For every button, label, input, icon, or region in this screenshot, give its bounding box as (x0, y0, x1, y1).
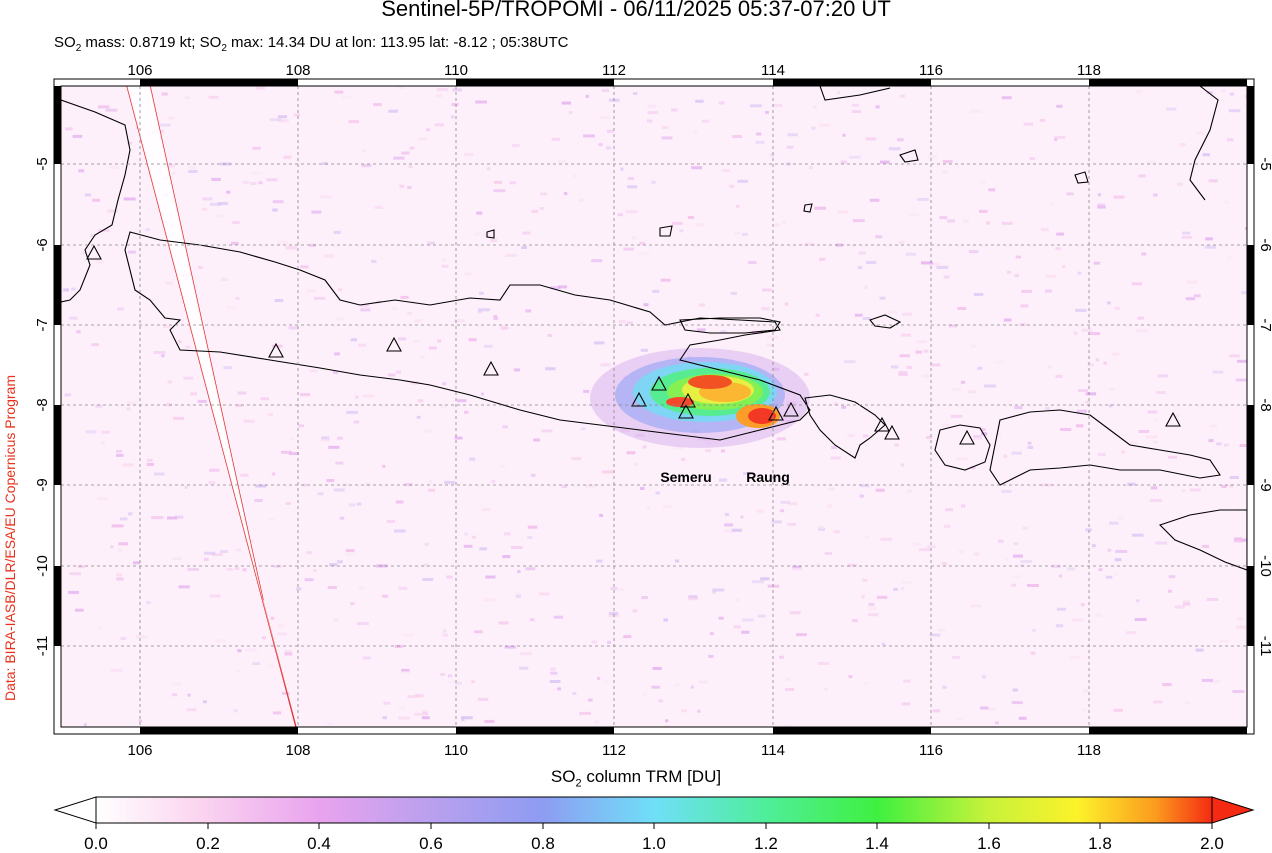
volcano-marker (768, 405, 784, 421)
volcano-marker (483, 360, 499, 376)
graticule (61, 86, 1247, 727)
lat-label: -8 (1257, 398, 1272, 411)
colorbar: 0.0 0.2 0.4 0.6 0.8 1.0 1.2 1.4 1.6 1.8 … (53, 796, 1255, 853)
volcano-label-semeru: Semeru (660, 469, 711, 485)
lat-label: -11 (1257, 636, 1272, 657)
volcano-marker (884, 424, 900, 440)
colorbar-tick-label: 1.6 (977, 834, 1001, 853)
volcano-marker (86, 244, 102, 260)
volcano-marker (678, 403, 694, 419)
lon-label: 106 (127, 62, 152, 79)
volcano-marker (1165, 411, 1181, 427)
lat-label: -10 (1257, 555, 1272, 577)
volcano-marker (268, 342, 284, 358)
lat-label: -11 (34, 636, 51, 657)
colorbar-tick-label: 0.6 (419, 834, 443, 853)
lat-labels-right: -5 -6 -7 -8 -9 -10 -11 (1257, 157, 1272, 656)
volcano-markers (86, 244, 1181, 445)
lon-label: 114 (761, 742, 785, 759)
lon-label: 110 (444, 62, 468, 79)
lon-label: 112 (602, 62, 626, 79)
colorbar-tick-label: 1.2 (754, 834, 778, 853)
lon-label: 112 (602, 742, 626, 759)
lon-label: 110 (444, 742, 468, 759)
map-subtitle: SO2 mass: 0.8719 kt; SO2 max: 14.34 DU a… (54, 34, 569, 54)
colorbar-tick-label: 0.0 (84, 834, 108, 853)
lon-label: 114 (761, 62, 785, 79)
colorbar-tick-label: 0.4 (307, 834, 331, 853)
lon-labels-bottom: 106 108 110 112 114 116 118 (127, 742, 1100, 759)
lat-label: -6 (34, 238, 51, 251)
volcano-marker (651, 375, 667, 391)
lat-label: -9 (1257, 478, 1272, 491)
lon-label: 108 (285, 742, 310, 759)
colorbar-max-arrow (1211, 796, 1255, 824)
volcano-marker (959, 429, 975, 445)
colorbar-tick-label: 0.2 (196, 834, 220, 853)
lat-label: -5 (34, 157, 51, 170)
volcano-marker (386, 336, 402, 352)
colorbar-min-arrow (53, 796, 97, 824)
so2-plume (590, 348, 810, 448)
lat-label: -9 (34, 478, 51, 491)
volcano-marker (874, 416, 890, 432)
lon-label: 106 (127, 742, 152, 759)
volcano-label-raung: Raung (746, 469, 790, 485)
lon-label: 118 (1077, 742, 1101, 759)
colorbar-tick-label: 2.0 (1200, 834, 1224, 853)
lon-label: 116 (919, 742, 943, 759)
map-title: Sentinel-5P/TROPOMI - 06/11/2025 05:37-0… (381, 0, 891, 21)
colorbar-tick-label: 0.8 (531, 834, 555, 853)
lat-label: -6 (1257, 238, 1272, 251)
background-noise (63, 86, 1247, 727)
colorbar-gradient (95, 796, 1213, 824)
volcano-marker (631, 391, 647, 407)
lon-label: 118 (1077, 62, 1101, 79)
colorbar-tick-label: 1.0 (642, 834, 666, 853)
lon-label: 116 (919, 62, 943, 79)
lat-label: -7 (34, 318, 51, 331)
colorbar-tick-label: 1.4 (865, 834, 889, 853)
map-frame (53, 78, 1255, 735)
lon-label: 108 (285, 62, 310, 79)
lon-labels-top: 106 108 110 112 114 116 118 (127, 62, 1100, 79)
lat-labels-left: -5 -6 -7 -8 -9 -10 -11 (34, 157, 51, 656)
lat-label: -10 (34, 555, 51, 577)
lat-label: -5 (1257, 157, 1272, 170)
volcano-marker (680, 392, 696, 408)
lat-label: -7 (1257, 318, 1272, 331)
lat-label: -8 (34, 398, 51, 411)
colorbar-label: SO2 column TRM [DU] (550, 767, 722, 790)
colorbar-tick-label: 1.8 (1088, 834, 1112, 853)
volcano-marker (783, 401, 799, 417)
